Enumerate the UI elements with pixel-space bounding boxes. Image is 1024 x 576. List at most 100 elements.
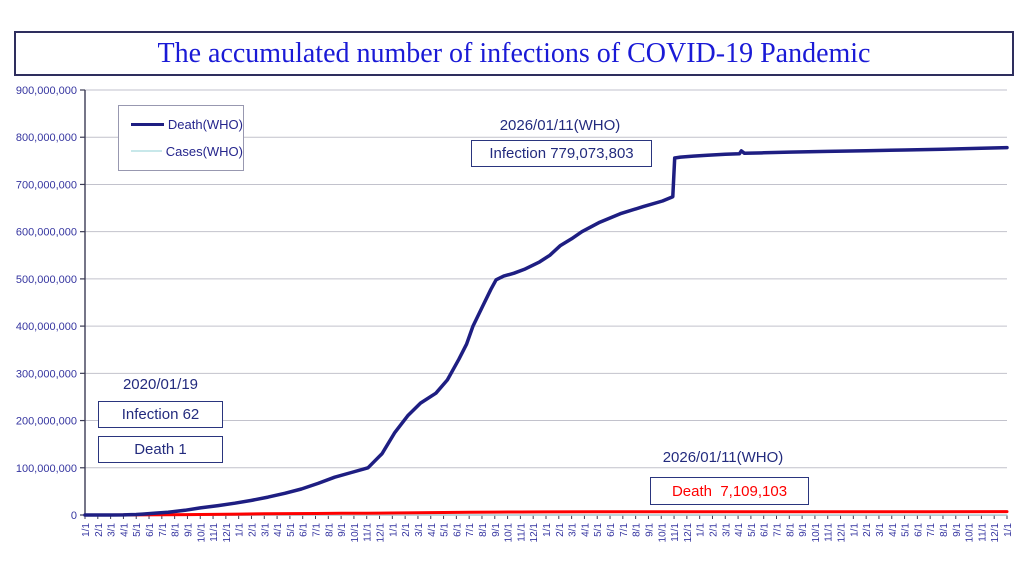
chart-title: The accumulated number of infections of … [157, 37, 871, 69]
x-tick-label: 6/1 [760, 523, 771, 537]
x-tick-label: 4/1 [119, 523, 130, 537]
y-tick-label: 200,000,000 [16, 416, 77, 428]
chart-title-box: The accumulated number of infections of … [14, 31, 1014, 76]
x-tick-label: 11/1 [363, 523, 374, 542]
x-tick-label: 2/1 [247, 523, 258, 537]
annotation-end-death-box: Death 7,109,103 [650, 477, 809, 505]
x-tick-label: 2/1 [862, 523, 873, 537]
x-tick-label: 4/1 [427, 523, 438, 537]
x-tick-label: 10/1 [196, 523, 207, 543]
infection-line-navy [83, 145, 1009, 517]
x-tick-label: 8/1 [171, 523, 182, 537]
x-tick-label: 7/1 [312, 523, 323, 537]
x-tick-label: 11/1 [977, 523, 988, 542]
x-tick-label: 1/1 [849, 523, 860, 537]
annotation-start-infection-box: Infection 62 [98, 401, 223, 428]
x-tick-label: 7/1 [158, 523, 169, 537]
x-tick-label: 12/1 [222, 523, 233, 543]
x-tick-label: 2/1 [555, 523, 566, 537]
x-tick-label: 10/1 [657, 523, 668, 543]
x-tick-label: 2/1 [708, 523, 719, 537]
x-tick-label: 8/1 [939, 523, 950, 537]
y-tick-label: 500,000,000 [16, 274, 77, 286]
annotation-end-infection-box: Infection 779,073,803 [471, 140, 652, 167]
x-tick-label: 10/1 [965, 523, 976, 543]
y-tick-label: 0 [71, 510, 77, 522]
x-tick-label: 11/1 [824, 523, 835, 542]
y-tick-label: 600,000,000 [16, 227, 77, 239]
x-tick-label: 8/1 [632, 523, 643, 537]
x-tick-label: 8/1 [324, 523, 335, 537]
x-tick-label: 2/1 [401, 523, 412, 537]
x-tick-label: 12/1 [683, 523, 694, 543]
x-tick-label: 1/1 [235, 523, 246, 537]
x-tick-label: 5/1 [286, 523, 297, 537]
x-tick-label: 7/1 [465, 523, 476, 537]
x-tick-label: 1/1 [542, 523, 553, 537]
x-tick-label: 5/1 [132, 523, 143, 537]
x-tick-label: 7/1 [773, 523, 784, 537]
x-tick-label: 6/1 [299, 523, 310, 537]
y-tick-label: 900,000,000 [16, 85, 77, 97]
x-tick-label: 8/1 [478, 523, 489, 537]
x-tick-label: 7/1 [926, 523, 937, 537]
annotation-end-death-date: 2026/01/11(WHO) [662, 449, 784, 466]
x-tick-label: 7/1 [619, 523, 630, 537]
x-tick-label: 9/1 [183, 523, 194, 537]
x-tick-label: 5/1 [593, 523, 604, 537]
x-tick-label: 4/1 [273, 523, 284, 537]
y-gridlines [85, 89, 1007, 469]
death-line-red [83, 510, 1009, 517]
x-tick-label: 9/1 [491, 523, 502, 537]
death-line-swatch [131, 123, 164, 127]
x-tick-label: 11/1 [670, 523, 681, 542]
x-tick-label: 4/1 [734, 523, 745, 537]
legend-label-death: Death(WHO) [167, 117, 243, 133]
x-tick-label: 3/1 [721, 523, 732, 537]
x-tick-label: 3/1 [260, 523, 271, 537]
y-tick-label: 400,000,000 [16, 321, 77, 333]
x-tick-label: 3/1 [107, 523, 118, 537]
x-tick-label: 1/1 [388, 523, 399, 537]
x-tick-label: 6/1 [913, 523, 924, 537]
legend-item-death: Death(WHO) [131, 117, 243, 132]
x-tick-label: 6/1 [452, 523, 463, 537]
x-tick-label: 1/1 [1003, 523, 1014, 537]
x-tick-label: 3/1 [875, 523, 886, 537]
x-tick-label: 9/1 [337, 523, 348, 537]
x-tick-label: 10/1 [811, 523, 822, 543]
legend-item-cases: Cases(WHO) [131, 144, 243, 159]
x-tick-label: 4/1 [580, 523, 591, 537]
y-tick-label: 700,000,000 [16, 179, 77, 191]
legend-label-cases: Cases(WHO) [165, 143, 243, 159]
x-tick-label: 1/1 [696, 523, 707, 537]
x-tick-label: 5/1 [440, 523, 451, 537]
x-tick-label: 12/1 [376, 523, 387, 543]
y-tick-label: 300,000,000 [16, 368, 77, 380]
x-tick-label: 12/1 [529, 523, 540, 543]
x-tick-label: 10/1 [504, 523, 515, 543]
annotation-start-date: 2020/01/19 [122, 376, 199, 393]
x-tick-label: 12/1 [990, 523, 1001, 543]
x-tick-label: 6/1 [145, 523, 156, 537]
x-tick-label: 2/1 [94, 523, 105, 537]
axis-tick-labels: 0 100,000,000 200,000,000 300,000,000 400,00… [16, 85, 1014, 542]
annotation-end-infection-date: 2026/01/11(WHO) [499, 117, 621, 134]
x-tick-label: 3/1 [568, 523, 579, 537]
x-tick-label: 1/1 [81, 523, 92, 537]
x-tick-label: 9/1 [952, 523, 963, 537]
y-tick-label: 800,000,000 [16, 132, 77, 144]
x-tick-label: 9/1 [798, 523, 809, 537]
x-tick-label: 8/1 [785, 523, 796, 537]
x-tick-label: 9/1 [644, 523, 655, 537]
x-tick-label: 11/1 [516, 523, 527, 542]
y-tick-label: 100,000,000 [16, 463, 77, 475]
x-tick-label: 3/1 [414, 523, 425, 537]
data-series [83, 145, 1009, 517]
x-tick-label: 5/1 [747, 523, 758, 537]
x-tick-label: 6/1 [606, 523, 617, 537]
x-tick-label: 4/1 [888, 523, 899, 537]
x-tick-label: 5/1 [901, 523, 912, 537]
x-tick-label: 11/1 [209, 523, 220, 542]
